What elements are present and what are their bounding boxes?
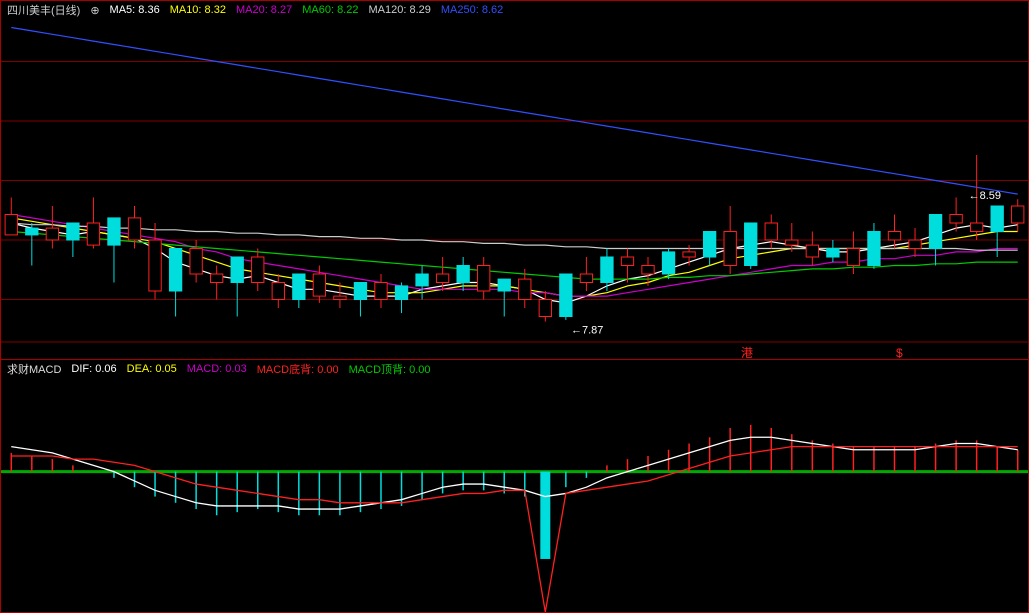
- svg-text:$: $: [896, 346, 903, 359]
- macd-bot-label: MACD底背: 0.00: [257, 361, 339, 377]
- svg-text:←8.59: ←8.59: [969, 190, 1001, 202]
- ma5-label: MA5: 8.36: [110, 4, 160, 16]
- ma120-label: MA120: 8.29: [368, 4, 430, 16]
- price-header: 四川美丰(日线) ⊕ MA5: 8.36 MA10: 8.32 MA20: 8.…: [1, 1, 1028, 19]
- ma10-label: MA10: 8.32: [170, 4, 226, 16]
- macd-top-label: MACD顶背: 0.00: [349, 361, 431, 377]
- macd-label: MACD: 0.03: [187, 363, 247, 375]
- expand-icon[interactable]: ⊕: [90, 4, 99, 17]
- price-chart[interactable]: ←8.59 ←7.87 港 $: [1, 19, 1028, 359]
- svg-text:←7.87: ←7.87: [571, 325, 603, 337]
- ma20-label: MA20: 8.27: [236, 4, 292, 16]
- macd-header: 求财MACD DIF: 0.06 DEA: 0.05 MACD: 0.03 MA…: [1, 360, 1028, 378]
- ma250-label: MA250: 8.62: [441, 4, 503, 16]
- svg-text:港: 港: [741, 346, 753, 359]
- macd-chart[interactable]: 求财MACD DIF: 0.06 DEA: 0.05 MACD: 0.03 MA…: [1, 359, 1028, 611]
- dea-label: DEA: 0.05: [127, 363, 177, 375]
- dif-label: DIF: 0.06: [71, 363, 116, 375]
- macd-title: 求财MACD: [7, 361, 61, 377]
- ma60-label: MA60: 8.22: [302, 4, 358, 16]
- stock-title: 四川美丰(日线): [7, 2, 80, 18]
